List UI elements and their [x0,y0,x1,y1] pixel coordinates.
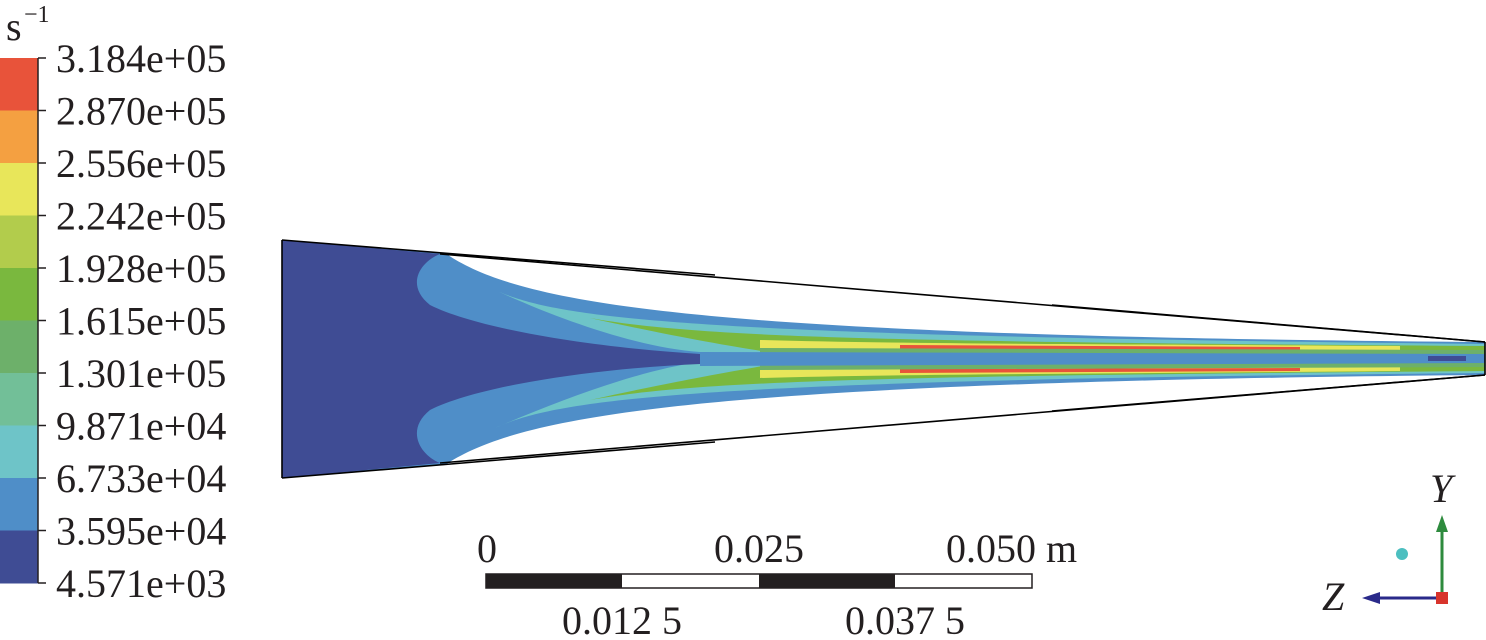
region-red [900,345,1300,373]
scale-label: 0 [477,526,497,571]
axis-triad [1362,515,1448,604]
scale-label: 0.037 5 [845,598,965,640]
legend-unit-exponent: −1 [24,2,50,28]
legend-swatch [0,373,38,426]
scale-bar [485,573,1033,589]
axis-label-y: Y [1430,466,1456,511]
legend-label: 1.928e+05 [56,246,226,291]
region-core-blue [700,352,1485,366]
legend: 3.184e+05 2.870e+05 2.556e+05 2.242e+05 1.92… [0,36,226,606]
scale-label: 0.025 [714,526,804,571]
legend-swatch [0,478,38,531]
axis-label-z: Z [1322,574,1345,619]
scale-label: 0.050 m [946,526,1077,571]
legend-label: 3.184e+05 [56,36,226,81]
scale-label: 0.012 5 [562,598,682,640]
region-dark-core [282,240,700,478]
region-tip [1428,356,1466,361]
legend-label: 6.733e+04 [56,456,226,501]
legend-label: 1.615e+05 [56,299,226,344]
legend-label: 2.242e+05 [56,194,226,239]
legend-swatch [0,268,38,321]
legend-label: 2.556e+05 [56,141,226,186]
legend-label: 9.871e+04 [56,404,226,449]
legend-label: 4.571e+03 [56,561,226,606]
legend-swatch [0,320,38,374]
legend-swatch [0,425,38,479]
legend-swatch [0,58,38,111]
legend-swatch [0,530,38,584]
outline [281,239,1486,479]
legend-label: 1.301e+05 [56,351,226,396]
legend-unit: s [6,4,22,49]
legend-label: 3.595e+04 [56,509,226,554]
legend-swatch [0,215,38,269]
legend-swatch [0,163,38,216]
legend-label: 2.870e+05 [56,89,226,134]
legend-swatch [0,110,38,164]
contour-plot [281,239,1486,479]
